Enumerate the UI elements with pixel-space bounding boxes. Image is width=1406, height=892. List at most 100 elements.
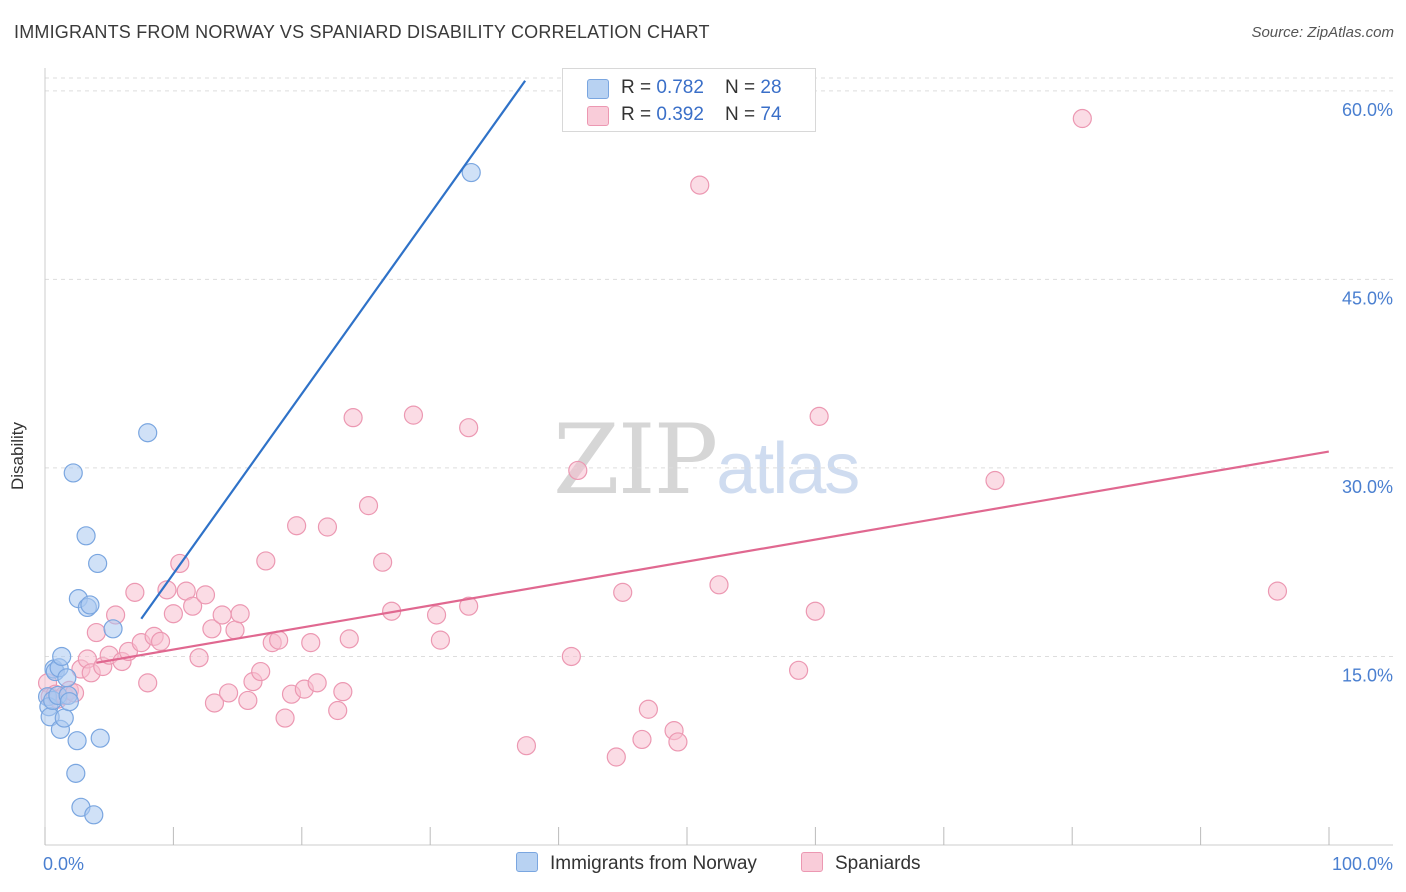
trend-lines: [96, 80, 1329, 664]
norway-point: [54, 708, 74, 728]
spaniards-point: [287, 516, 307, 536]
spaniards-point: [204, 693, 225, 713]
spaniards-point: [125, 582, 145, 602]
spaniards-point: [1267, 581, 1288, 601]
spaniards-point: [613, 582, 633, 602]
spaniards-point: [709, 575, 729, 595]
spaniards-point: [195, 585, 216, 605]
spaniards-points: [37, 108, 1288, 767]
norway-point: [84, 805, 104, 825]
spaniards-point: [328, 700, 348, 721]
norway-point: [63, 463, 83, 483]
spaniards-point: [269, 630, 289, 650]
norway-point: [57, 668, 77, 688]
norway-point: [80, 595, 100, 615]
bottom-legend-spaniards: Spaniards: [801, 852, 921, 875]
legend-swatch-spaniards: [587, 106, 609, 126]
watermark-zip: ZIP: [553, 404, 718, 516]
x-tick-label: 0.0%: [43, 854, 84, 874]
norway-point: [59, 692, 79, 712]
spaniards-trend-line: [96, 450, 1329, 664]
spaniards-point: [690, 175, 710, 195]
spaniards-point: [238, 690, 258, 711]
norway-point: [66, 763, 86, 783]
spaniards-point: [805, 601, 825, 621]
legend-n-value-spaniards: 74: [760, 104, 782, 125]
spaniards-point: [430, 630, 451, 650]
spaniards-point: [638, 699, 658, 719]
spaniards-point: [339, 629, 359, 649]
spaniards-point: [301, 633, 321, 653]
bottom-legend-label-spaniards: Spaniards: [835, 853, 921, 874]
x-tick-label: 100.0%: [1332, 854, 1393, 874]
norway-point: [67, 731, 87, 751]
spaniards-point: [275, 708, 295, 728]
bottom-legend-swatch-spaniards: [801, 852, 823, 872]
norway-point: [461, 162, 481, 183]
legend-r-value-norway: 0.782: [656, 77, 704, 98]
spaniards-point: [632, 729, 652, 750]
spaniards-point: [225, 620, 245, 640]
norway-trend-line: [140, 80, 527, 620]
spaniards-point: [459, 418, 479, 438]
spaniards-point: [212, 605, 232, 625]
spaniards-point: [307, 673, 327, 693]
watermark: ZIPatlas: [553, 404, 860, 516]
y-tick-label: 15.0%: [1342, 665, 1393, 685]
spaniards-point: [150, 631, 171, 651]
spaniards-point: [1072, 108, 1092, 129]
spaniards-point: [202, 619, 222, 639]
watermark-atlas: atlas: [716, 429, 860, 509]
spaniards-point: [809, 406, 829, 426]
spaniards-point: [606, 747, 626, 767]
spaniards-point: [788, 660, 809, 680]
spaniards-point: [183, 596, 203, 616]
legend-n-label: N =: [725, 77, 761, 98]
legend-r-value-spaniards: 0.392: [656, 104, 704, 125]
y-tick-label: 30.0%: [1342, 477, 1393, 497]
spaniards-point: [516, 736, 537, 756]
norway-point: [90, 728, 110, 748]
gridlines: [45, 77, 1393, 657]
spaniards-point: [403, 405, 424, 425]
spaniards-point: [668, 732, 688, 752]
spaniards-point: [568, 460, 588, 481]
legend-n-value-norway: 28: [760, 77, 782, 98]
norway-points: [37, 162, 481, 825]
norway-point: [103, 619, 123, 639]
spaniards-point: [86, 622, 106, 643]
axes: [44, 68, 1393, 846]
norway-point: [76, 526, 96, 546]
bottom-legend-norway: Immigrants from Norway: [516, 852, 757, 875]
correlation-legend: R = 0.782 N = 28 R = 0.392 N = 74: [562, 68, 816, 132]
spaniards-point: [317, 517, 338, 537]
spaniards-point: [343, 408, 363, 428]
spaniards-point: [230, 604, 250, 624]
spaniards-point: [561, 646, 581, 667]
legend-r-label: R =: [621, 104, 657, 125]
bottom-legend-label-norway: Immigrants from Norway: [550, 853, 757, 874]
spaniards-point: [157, 580, 177, 600]
spaniards-point: [251, 661, 271, 682]
legend-r-label: R =: [621, 77, 657, 98]
spaniards-point: [985, 470, 1005, 491]
spaniards-point: [138, 673, 158, 693]
spaniards-point: [189, 648, 209, 668]
norway-point: [88, 553, 108, 574]
legend-n-label: N =: [725, 104, 761, 125]
legend-swatch-norway: [587, 79, 609, 99]
spaniards-point: [459, 596, 479, 616]
chart-title: IMMIGRANTS FROM NORWAY VS SPANIARD DISAB…: [14, 22, 710, 42]
tick-labels: 15.0% 30.0% 45.0% 60.0% 0.0% 100.0%: [43, 100, 1393, 874]
norway-point: [52, 646, 72, 667]
spaniards-point: [358, 496, 379, 516]
y-tick-label: 60.0%: [1342, 100, 1393, 120]
spaniards-point: [426, 605, 447, 625]
spaniards-point: [163, 604, 183, 624]
norway-point: [138, 423, 158, 443]
spaniards-point: [218, 683, 239, 703]
source-label: Source: ZipAtlas.com: [1251, 24, 1394, 41]
spaniards-point: [373, 552, 393, 572]
spaniards-point: [333, 682, 353, 702]
